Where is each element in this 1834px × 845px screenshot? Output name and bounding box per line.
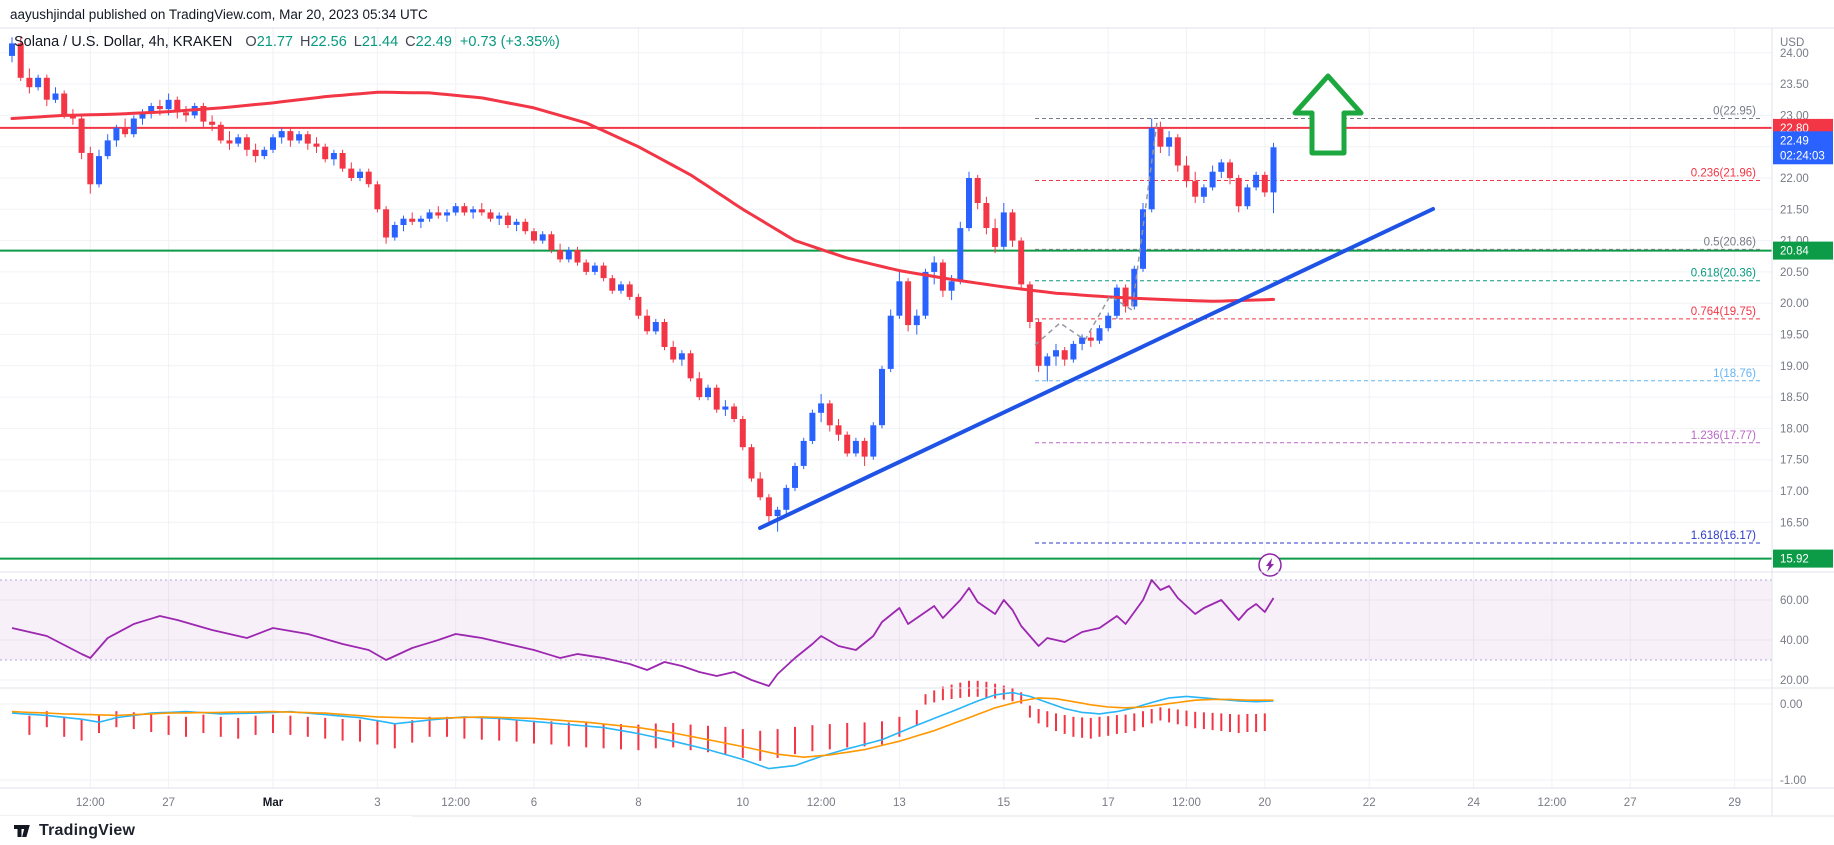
price-badge: 15.92	[1773, 549, 1833, 568]
time-axis[interactable]: 12:00 27 Mar 3 12:00 6 8 10 12:00 13 15 17 12:00 20 22…	[76, 797, 1741, 809]
svg-text:60.00: 60.00	[1780, 595, 1809, 607]
svg-text:USD: USD	[1780, 37, 1804, 49]
svg-text:12:00: 12:00	[441, 797, 470, 809]
svg-text:0.5(20.86): 0.5(20.86)	[1704, 236, 1757, 248]
svg-text:20.84: 20.84	[1780, 246, 1809, 258]
svg-text:3: 3	[374, 797, 380, 809]
svg-text:27: 27	[162, 797, 175, 809]
publisher-text: aayushjindal published on TradingView.co…	[10, 6, 428, 22]
svg-text:13: 13	[893, 797, 906, 809]
price-badge: 20.84	[1773, 241, 1833, 260]
price-axis[interactable]: USD24.0023.5023.0022.5022.0021.5021.0020…	[1773, 37, 1833, 787]
svg-text:19.50: 19.50	[1780, 330, 1809, 342]
svg-text:20.00: 20.00	[1780, 675, 1809, 687]
chart-legend[interactable]: Solana / U.S. Dollar, 4h, KRAKEN O21.77 H2…	[14, 34, 560, 50]
macd-histogram	[28, 680, 1266, 761]
macd-signal-line	[11, 697, 1274, 759]
svg-text:12:00: 12:00	[1538, 797, 1567, 809]
svg-text:16.50: 16.50	[1780, 517, 1809, 529]
svg-text:0(22.95): 0(22.95)	[1713, 106, 1756, 118]
svg-text:0.764(19.75): 0.764(19.75)	[1691, 306, 1756, 318]
ohlc-values: O21.77 H22.56 L21.44 C22.49	[245, 34, 452, 50]
svg-text:17.00: 17.00	[1780, 486, 1809, 498]
grid	[0, 28, 1772, 788]
svg-text:0.00: 0.00	[1780, 699, 1802, 711]
svg-text:17.50: 17.50	[1780, 455, 1809, 467]
svg-text:21.50: 21.50	[1780, 204, 1809, 216]
svg-text:12:00: 12:00	[807, 797, 836, 809]
svg-text:0.236(21.96): 0.236(21.96)	[1691, 168, 1756, 180]
svg-text:1.618(16.17): 1.618(16.17)	[1691, 530, 1756, 542]
svg-text:20: 20	[1258, 797, 1271, 809]
footer-bar: TradingView	[0, 816, 412, 845]
svg-text:24: 24	[1467, 797, 1480, 809]
symbol-title[interactable]: Solana / U.S. Dollar, 4h, KRAKEN	[14, 34, 233, 50]
svg-text:15: 15	[997, 797, 1010, 809]
price-change: +0.73 (+3.35%)	[459, 34, 560, 50]
svg-text:17: 17	[1102, 797, 1115, 809]
ma-line	[10, 90, 1275, 303]
svg-text:40.00: 40.00	[1780, 635, 1809, 647]
svg-text:27: 27	[1624, 797, 1637, 809]
rsi-band	[0, 580, 1772, 660]
svg-text:6: 6	[531, 797, 537, 809]
svg-text:15.92: 15.92	[1780, 554, 1809, 566]
rsi-band-edges	[0, 579, 1772, 661]
rsi-line	[11, 579, 1275, 687]
svg-text:Mar: Mar	[263, 797, 284, 809]
svg-text:18.50: 18.50	[1780, 392, 1809, 404]
svg-text:20.50: 20.50	[1780, 267, 1809, 279]
svg-text:1(18.76): 1(18.76)	[1713, 368, 1756, 380]
support-trendline[interactable]	[758, 207, 1435, 530]
svg-text:12:00: 12:00	[1172, 797, 1201, 809]
up-arrow-annotation[interactable]	[1292, 73, 1364, 156]
svg-text:19.00: 19.00	[1780, 361, 1809, 373]
svg-text:12:00: 12:00	[76, 797, 105, 809]
price-badge-current: 22.49 02:24:03	[1773, 131, 1833, 165]
svg-text:20.00: 20.00	[1780, 298, 1809, 310]
svg-text:22.00: 22.00	[1780, 173, 1809, 185]
publisher-bar: aayushjindal published on TradingView.co…	[0, 0, 428, 28]
breakout-annotation-line[interactable]	[1034, 121, 1158, 346]
tradingview-logo-icon[interactable]	[12, 820, 33, 841]
candlestick-series	[9, 37, 1277, 532]
macd-line	[11, 691, 1274, 770]
svg-text:24.00: 24.00	[1780, 48, 1809, 60]
svg-text:10: 10	[736, 797, 749, 809]
svg-text:29: 29	[1728, 797, 1741, 809]
svg-text:23.50: 23.50	[1780, 79, 1809, 91]
svg-text:02:24:03: 02:24:03	[1780, 150, 1825, 162]
svg-text:8: 8	[635, 797, 641, 809]
svg-text:1.236(17.77): 1.236(17.77)	[1691, 430, 1756, 442]
lightning-icon[interactable]	[1258, 553, 1282, 577]
svg-text:0.618(20.36): 0.618(20.36)	[1691, 268, 1756, 280]
horizontal-level-lines[interactable]	[0, 126, 1772, 560]
svg-text:-1.00: -1.00	[1780, 775, 1806, 787]
svg-text:22: 22	[1363, 797, 1376, 809]
svg-text:18.00: 18.00	[1780, 423, 1809, 435]
pane-dividers	[0, 27, 1834, 817]
fib-retracement[interactable]: 0(22.95) 0.236(21.96) 0.5(20.86) 0.618(20.3…	[1035, 106, 1760, 544]
tradingview-brand[interactable]: TradingView	[39, 821, 136, 839]
svg-text:22.49: 22.49	[1780, 135, 1809, 147]
